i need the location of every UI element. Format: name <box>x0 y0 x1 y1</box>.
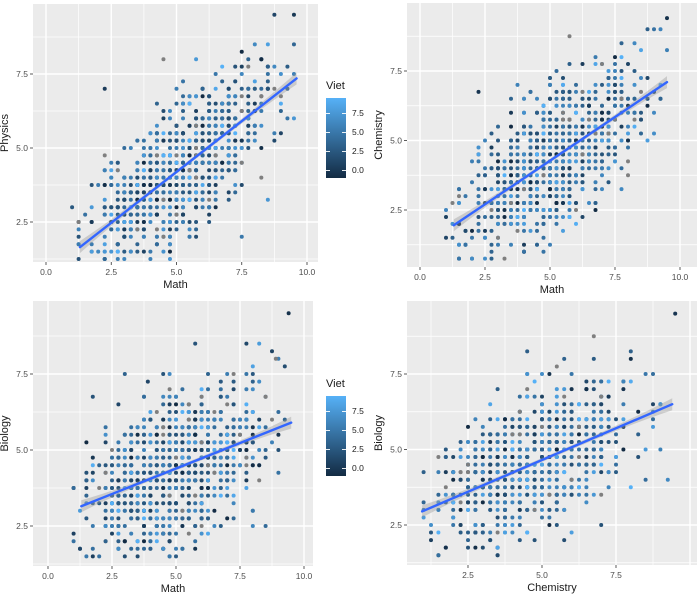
legend-tick-label: 5.0 <box>352 127 364 137</box>
y-tick-label: 2.5 <box>390 520 402 530</box>
legend-tick-mark <box>326 151 330 152</box>
scatter-points <box>71 311 291 559</box>
legend-tick-mark <box>342 468 346 469</box>
scatter-panel-physics-vs-math: 0.0 2.5 5.0 7.5 10.0 2.5 5.0 7.5 Math Physics <box>0 4 318 291</box>
legend-tick-label: 5.0 <box>352 425 364 435</box>
scatter-points <box>421 311 678 558</box>
x-tick-label: 2.5 <box>106 571 118 581</box>
x-axis-title: Chemistry <box>527 582 577 594</box>
legend-tick-mark <box>342 132 346 133</box>
y-tick-label: 2.5 <box>16 521 28 531</box>
x-tick-label: 2.5 <box>105 267 117 277</box>
y-tick-label: 7.5 <box>390 66 402 76</box>
legend-tick-label: 2.5 <box>352 444 364 454</box>
x-tick-label: 0.0 <box>414 272 426 282</box>
regression-line <box>78 77 298 249</box>
y-tick-label: 5.0 <box>390 136 402 146</box>
x-tick-label: 2.5 <box>462 570 474 580</box>
x-tick-label: 5.0 <box>171 267 183 277</box>
x-tick-label: 7.5 <box>610 570 622 580</box>
x-axis-title: Math <box>163 279 187 291</box>
panel-background <box>407 301 697 565</box>
legend-colorbar: 7.5 5.0 2.5 0.0 <box>326 396 378 476</box>
y-tick-label: 7.5 <box>16 69 28 79</box>
y-axis-title: Biology <box>0 415 11 452</box>
legend-gradient-bar <box>326 98 346 178</box>
y-tick-label: 2.5 <box>16 217 28 227</box>
legend-tick-label: 2.5 <box>352 146 364 156</box>
axes: 0.0 2.5 5.0 7.5 10.0 2.5 5.0 7.5 <box>390 66 688 282</box>
legend-tick-label: 0.0 <box>352 165 364 175</box>
y-tick-label: 5.0 <box>390 445 402 455</box>
legend-tick-mark <box>326 411 330 412</box>
legend-tick-mark <box>342 449 346 450</box>
legend-tick-mark <box>326 430 330 431</box>
regression-line <box>452 80 669 227</box>
x-tick-label: 5.0 <box>536 570 548 580</box>
legend-tick-mark <box>342 430 346 431</box>
x-tick-label: 2.5 <box>479 272 491 282</box>
y-tick-label: 2.5 <box>390 205 402 215</box>
legend-tick-mark <box>326 113 330 114</box>
legend-tick-label: 7.5 <box>352 406 364 416</box>
regression-line <box>420 402 674 513</box>
x-tick-label: 10.0 <box>672 272 689 282</box>
legend-tick-mark <box>342 411 346 412</box>
legend-tick-mark <box>342 170 346 171</box>
legend-tick-mark <box>342 113 346 114</box>
legend-tick-mark <box>342 151 346 152</box>
x-tick-label: 5.0 <box>544 272 556 282</box>
scatter-panel-chemistry-vs-math: 0.0 2.5 5.0 7.5 10.0 2.5 5.0 7.5 Math Chemistry <box>373 3 697 296</box>
x-tick-label: 10.0 <box>296 571 313 581</box>
y-tick-label: 7.5 <box>390 369 402 379</box>
x-tick-label: 5.0 <box>170 571 182 581</box>
gridlines <box>33 301 313 566</box>
viet-colorbar-legend-top: Viet 7.5 5.0 2.5 0.0 <box>326 80 378 178</box>
y-tick-label: 5.0 <box>16 445 28 455</box>
regression-line <box>80 421 293 508</box>
scatter-panel-biology-vs-math: 0.0 2.5 5.0 7.5 10.0 2.5 5.0 7.5 Math Biology <box>0 301 313 595</box>
x-tick-label: 7.5 <box>234 571 246 581</box>
legend-tick-label: 7.5 <box>352 108 364 118</box>
y-axis-title: Biology <box>373 414 385 451</box>
legend-tick-mark <box>326 170 330 171</box>
scatter-panel-biology-vs-chemistry: 2.5 5.0 7.5 2.5 5.0 7.5 Chemistry Biology <box>373 301 697 594</box>
axes: 2.5 5.0 7.5 2.5 5.0 7.5 <box>390 369 622 580</box>
y-tick-label: 5.0 <box>16 143 28 153</box>
scatter-points <box>70 12 296 261</box>
legend-title: Viet <box>326 80 345 92</box>
legend-tick-mark <box>326 449 330 450</box>
viet-colorbar-legend-bottom: Viet 7.5 5.0 2.5 0.0 <box>326 378 378 476</box>
legend-colorbar: 7.5 5.0 2.5 0.0 <box>326 98 378 178</box>
y-axis-title: Chemistry <box>373 110 385 160</box>
x-tick-label: 7.5 <box>236 267 248 277</box>
x-tick-label: 0.0 <box>42 571 54 581</box>
y-tick-label: 7.5 <box>16 369 28 379</box>
axes: 0.0 2.5 5.0 7.5 10.0 2.5 5.0 7.5 <box>16 69 315 277</box>
legend-tick-label: 0.0 <box>352 463 364 473</box>
legend-title: Viet <box>326 378 345 390</box>
legend-tick-mark <box>326 468 330 469</box>
x-tick-label: 0.0 <box>40 267 52 277</box>
axes: 0.0 2.5 5.0 7.5 10.0 2.5 5.0 7.5 <box>16 369 312 581</box>
scatter-points <box>444 16 669 261</box>
x-tick-label: 7.5 <box>609 272 621 282</box>
legend-tick-mark <box>326 132 330 133</box>
y-axis-title: Physics <box>0 114 11 152</box>
x-axis-title: Math <box>161 583 185 595</box>
legend-gradient-bar <box>326 396 346 476</box>
x-tick-label: 10.0 <box>299 267 316 277</box>
x-axis-title: Math <box>540 284 564 296</box>
